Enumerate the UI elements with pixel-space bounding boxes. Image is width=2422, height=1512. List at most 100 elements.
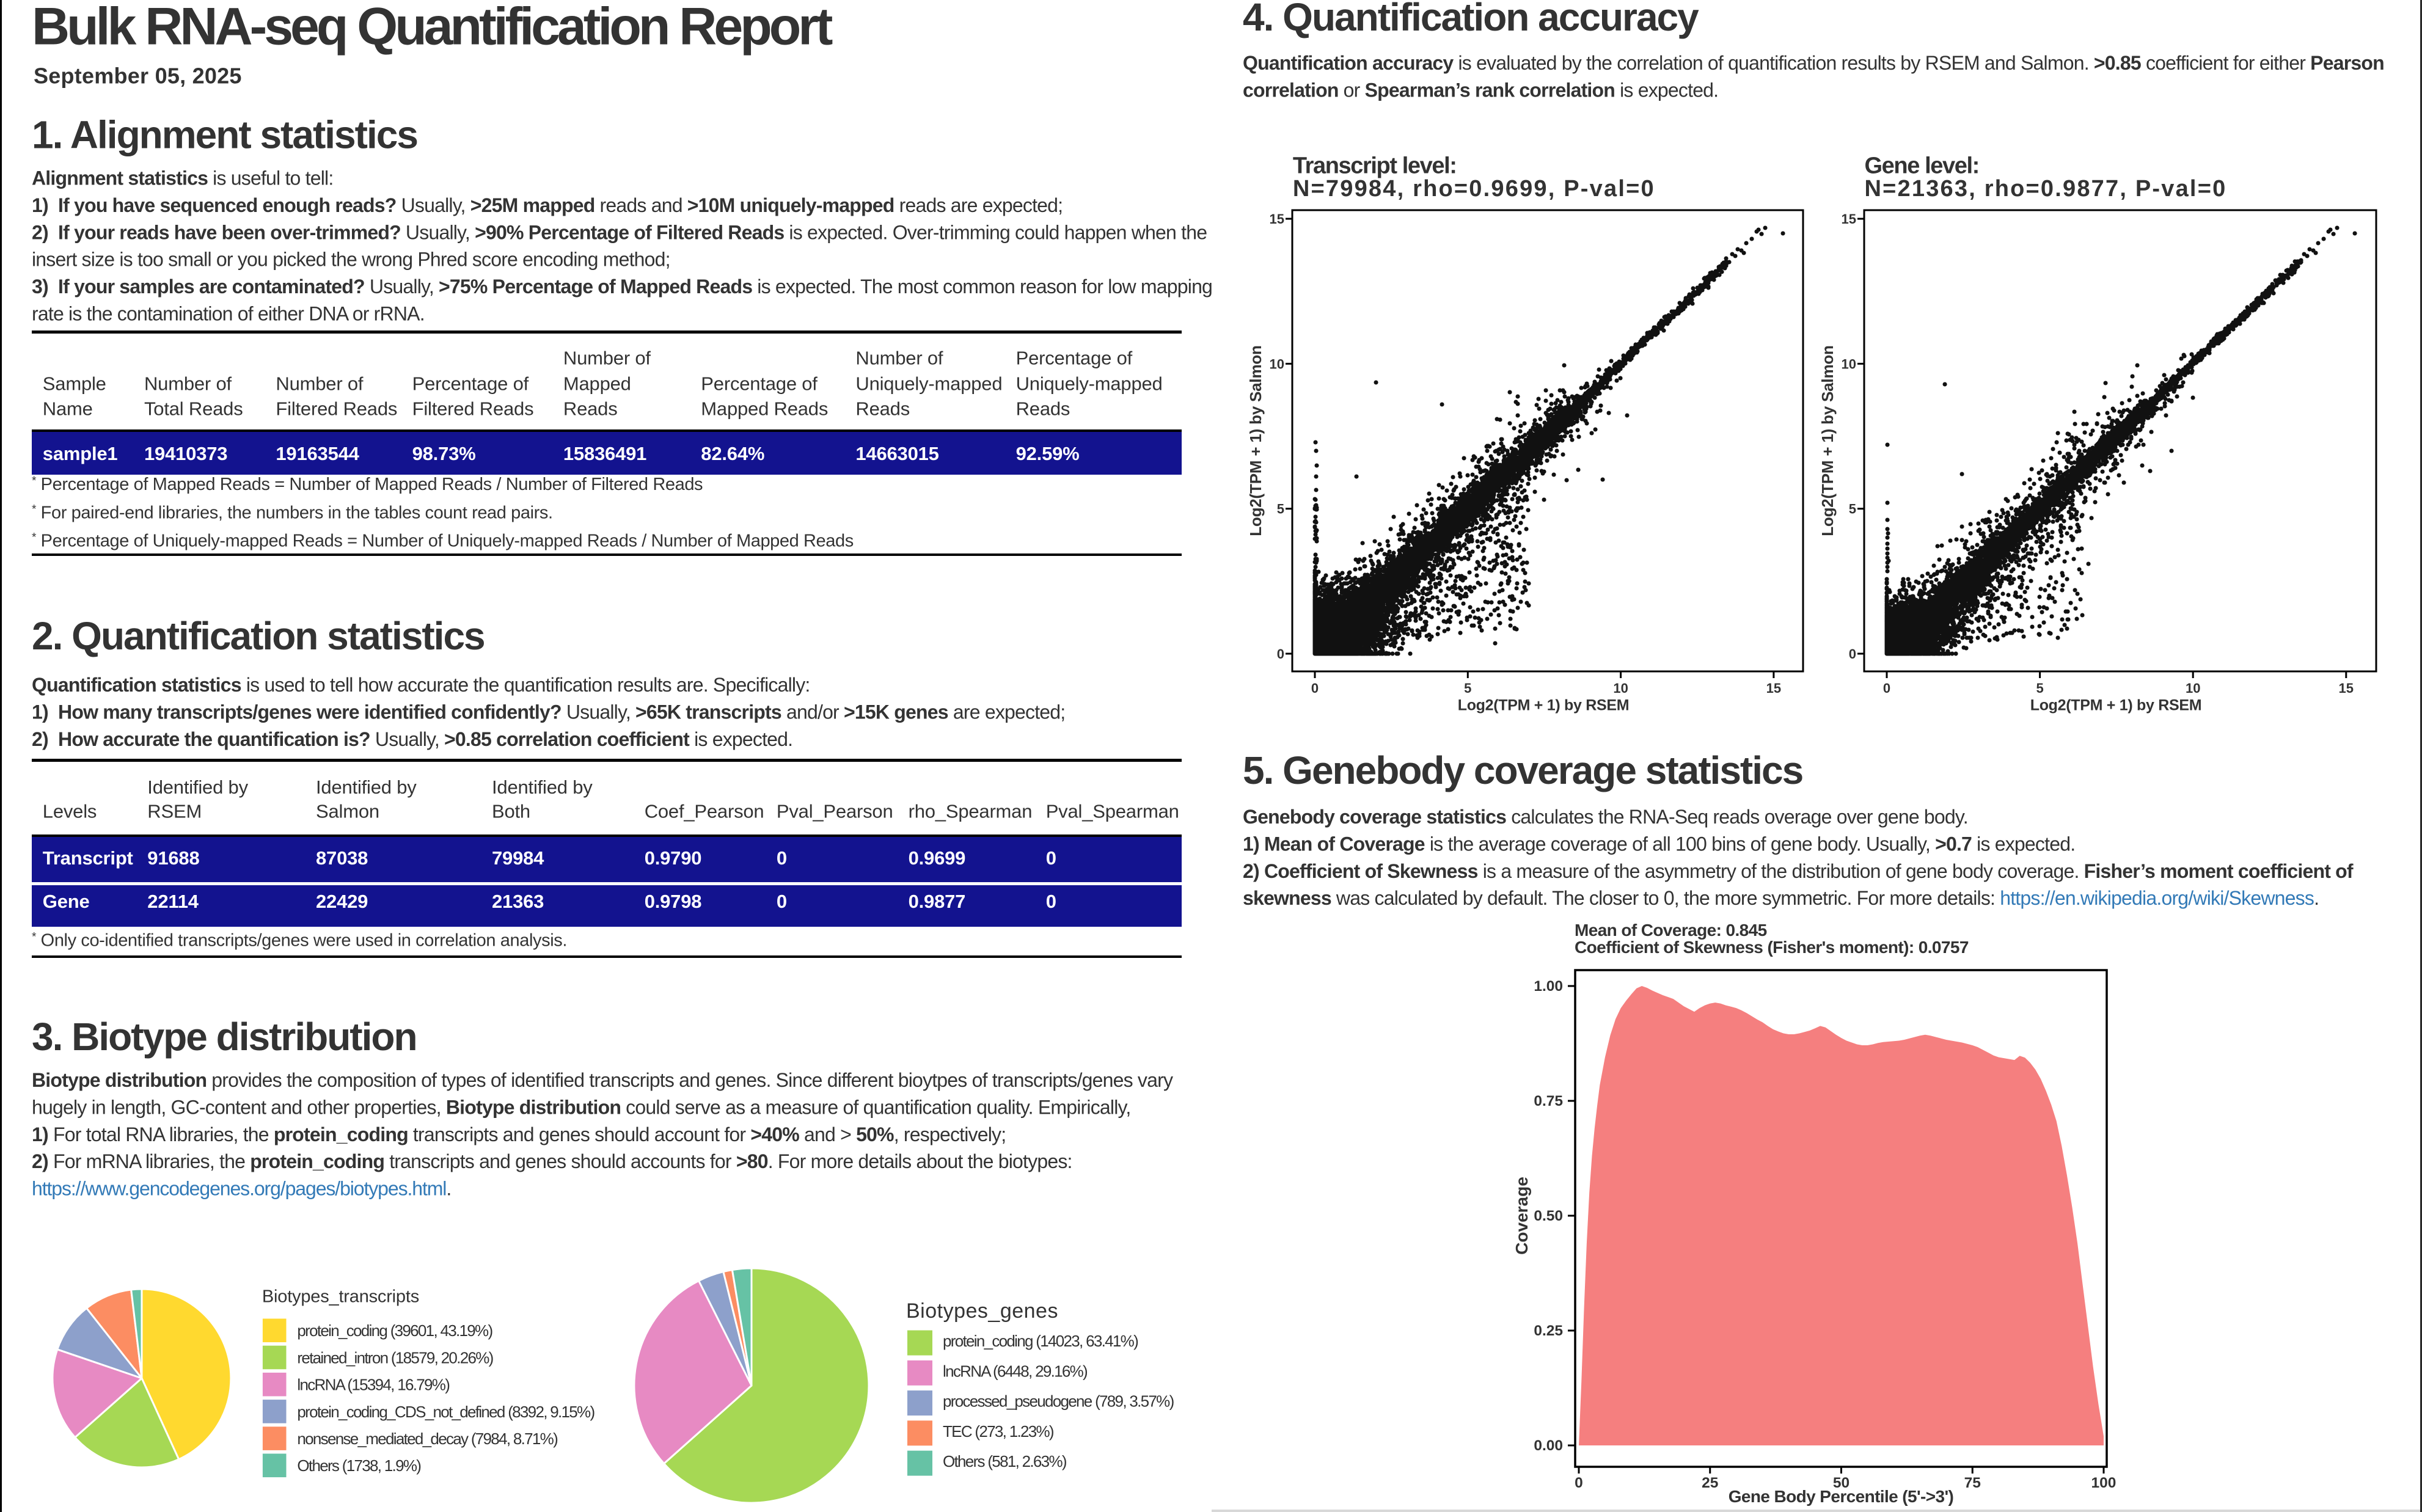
svg-text:2) If your reads have been ov: 2) If your reads have been over-trimmed?… bbox=[32, 221, 1207, 243]
svg-text:10: 10 bbox=[2186, 681, 2200, 696]
svg-text:22114: 22114 bbox=[147, 891, 199, 912]
svg-text:Biotype distribution provides: Biotype distribution provides the compos… bbox=[32, 1069, 1173, 1091]
svg-text:98.73%: 98.73% bbox=[412, 443, 476, 464]
svg-text:Pval_Pearson: Pval_Pearson bbox=[777, 801, 893, 822]
svg-text:4. Quantification accuracy: 4. Quantification accuracy bbox=[1243, 0, 1699, 39]
svg-text:Levels: Levels bbox=[43, 801, 97, 822]
svg-text:14663015: 14663015 bbox=[855, 443, 938, 464]
svg-text:Sample: Sample bbox=[43, 373, 106, 395]
svg-text:Log2(TPM + 1) by RSEM: Log2(TPM + 1) by RSEM bbox=[1458, 696, 1630, 714]
svg-text:N=21363, rho=0.9877, P-val=0: N=21363, rho=0.9877, P-val=0 bbox=[1865, 176, 2227, 202]
svg-text:1) For total RNA libraries, th: 1) For total RNA libraries, the protein_… bbox=[32, 1123, 1006, 1145]
svg-text:100: 100 bbox=[2091, 1475, 2117, 1491]
svg-text:0.9699: 0.9699 bbox=[909, 847, 966, 869]
svg-text:0: 0 bbox=[777, 847, 787, 869]
svg-text:Biotypes_transcripts: Biotypes_transcripts bbox=[262, 1287, 419, 1307]
svg-text:Others (1738, 1.9%): Others (1738, 1.9%) bbox=[297, 1456, 421, 1475]
svg-text:91688: 91688 bbox=[147, 847, 199, 869]
svg-text:Number of: Number of bbox=[855, 348, 943, 369]
svg-text:0: 0 bbox=[1849, 646, 1856, 662]
svg-text:92.59%: 92.59% bbox=[1016, 443, 1080, 464]
svg-text:N=79984, rho=0.9699, P-val=0: N=79984, rho=0.9699, P-val=0 bbox=[1293, 176, 1655, 202]
svg-text:Filtered Reads: Filtered Reads bbox=[412, 398, 534, 420]
svg-text:3. Biotype distribution: 3. Biotype distribution bbox=[32, 1015, 417, 1059]
svg-text:5: 5 bbox=[1464, 681, 1471, 696]
svg-text:0: 0 bbox=[1311, 681, 1319, 696]
svg-text:0.25: 0.25 bbox=[1534, 1323, 1563, 1339]
svg-text:Reads: Reads bbox=[1016, 398, 1070, 420]
svg-text:2) Coefficient of Skewness is: 2) Coefficient of Skewness is a measure … bbox=[1243, 860, 2354, 882]
svg-text:Log2(TPM + 1) by RSEM: Log2(TPM + 1) by RSEM bbox=[2030, 696, 2202, 714]
svg-text:75: 75 bbox=[1964, 1475, 1981, 1491]
svg-text:Number of: Number of bbox=[563, 348, 651, 369]
svg-text:protein_coding (14023, 63.41%): protein_coding (14023, 63.41%) bbox=[943, 1332, 1138, 1350]
svg-text:Identified by: Identified by bbox=[147, 776, 248, 798]
svg-text:Transcript: Transcript bbox=[43, 847, 133, 869]
svg-text:5. Genebody coverage statistic: 5. Genebody coverage statistics bbox=[1243, 748, 1802, 792]
svg-text:2) How accurate the quantific: 2) How accurate the quantification is? U… bbox=[32, 728, 792, 750]
svg-text:nonsense_mediated_decay (7984,: nonsense_mediated_decay (7984, 8.71%) bbox=[297, 1430, 558, 1448]
svg-text:15836491: 15836491 bbox=[563, 443, 646, 464]
svg-text:10: 10 bbox=[1270, 356, 1284, 371]
svg-text:September 05, 2025: September 05, 2025 bbox=[34, 64, 242, 89]
svg-text:Log2(TPM + 1) by Salmon: Log2(TPM + 1) by Salmon bbox=[1818, 345, 1837, 536]
svg-text:Bulk RNA-seq Quantification Re: Bulk RNA-seq Quantification Report bbox=[32, 0, 833, 56]
svg-text:* Percentage of Uniquely-mappe: * Percentage of Uniquely-mapped Reads = … bbox=[32, 531, 854, 551]
svg-text:Gene: Gene bbox=[43, 891, 90, 912]
svg-text:Reads: Reads bbox=[855, 398, 910, 420]
svg-text:0: 0 bbox=[1277, 646, 1284, 662]
svg-text:3) If your samples are contam: 3) If your samples are contaminated? Usu… bbox=[32, 276, 1212, 298]
svg-text:Genebody coverage statistics c: Genebody coverage statistics calculates … bbox=[1243, 806, 1968, 828]
svg-text:Name: Name bbox=[43, 398, 93, 420]
svg-text:Quantification statistics is u: Quantification statistics is used to tel… bbox=[32, 674, 810, 696]
svg-text:0.75: 0.75 bbox=[1534, 1093, 1563, 1109]
svg-text:50: 50 bbox=[1833, 1475, 1849, 1491]
svg-text:Number of: Number of bbox=[276, 373, 364, 395]
svg-text:skewness was calculated by def: skewness was calculated by default. The … bbox=[1243, 887, 2319, 909]
svg-text:RSEM: RSEM bbox=[147, 801, 202, 822]
svg-text:Gene level:: Gene level: bbox=[1865, 153, 1979, 179]
svg-text:5: 5 bbox=[2036, 681, 2043, 696]
svg-text:Mapped: Mapped bbox=[563, 373, 631, 395]
svg-text:0.50: 0.50 bbox=[1534, 1208, 1563, 1224]
svg-text:Number of: Number of bbox=[144, 373, 232, 395]
svg-text:Others (581, 2.63%): Others (581, 2.63%) bbox=[943, 1452, 1067, 1470]
svg-text:Mapped Reads: Mapped Reads bbox=[701, 398, 828, 420]
svg-text:1) How many transcripts/genes: 1) How many transcripts/genes were ident… bbox=[32, 701, 1065, 723]
svg-text:15: 15 bbox=[1842, 211, 1856, 227]
svg-text:rho_Spearman: rho_Spearman bbox=[909, 801, 1033, 822]
svg-text:Salmon: Salmon bbox=[316, 801, 379, 822]
svg-text:0: 0 bbox=[1575, 1475, 1583, 1491]
svg-text:1. Alignment statistics: 1. Alignment statistics bbox=[32, 113, 417, 157]
svg-text:1) Mean of Coverage is the ave: 1) Mean of Coverage is the average cover… bbox=[1243, 833, 2075, 855]
svg-text:0.9798: 0.9798 bbox=[645, 891, 702, 912]
svg-text:* For paired-end libraries, th: * For paired-end libraries, the numbers … bbox=[32, 503, 553, 522]
svg-text:Filtered Reads: Filtered Reads bbox=[276, 398, 397, 420]
svg-text:rate is the contamination of e: rate is the contamination of either DNA … bbox=[32, 303, 425, 325]
svg-text:15: 15 bbox=[1766, 681, 1781, 696]
svg-text:0: 0 bbox=[1883, 681, 1890, 696]
svg-text:Total Reads: Total Reads bbox=[144, 398, 243, 420]
svg-text:0.00: 0.00 bbox=[1534, 1437, 1563, 1454]
svg-text:10: 10 bbox=[1842, 356, 1856, 371]
svg-text:Identified by: Identified by bbox=[492, 776, 593, 798]
svg-text:Quantification accuracy is eva: Quantification accuracy is evaluated by … bbox=[1243, 52, 2384, 74]
svg-text:Uniquely-mapped: Uniquely-mapped bbox=[855, 373, 1002, 395]
svg-text:* Percentage of Mapped Reads =: * Percentage of Mapped Reads = Number of… bbox=[32, 475, 703, 494]
svg-text:Identified by: Identified by bbox=[316, 776, 417, 798]
svg-text:Transcript level:: Transcript level: bbox=[1293, 153, 1457, 179]
svg-text:processed_pseudogene (789, 3.5: processed_pseudogene (789, 3.57%) bbox=[943, 1392, 1174, 1411]
svg-text:10: 10 bbox=[1613, 681, 1628, 696]
svg-text:Uniquely-mapped: Uniquely-mapped bbox=[1016, 373, 1163, 395]
svg-text:1.00: 1.00 bbox=[1534, 978, 1563, 995]
svg-text:* Only co-identified transcrip: * Only co-identified transcripts/genes w… bbox=[32, 931, 567, 951]
svg-text:21363: 21363 bbox=[492, 891, 544, 912]
svg-text:Percentage of: Percentage of bbox=[412, 373, 529, 395]
svg-text:insert size is too small or yo: insert size is too small or you picked t… bbox=[32, 249, 670, 271]
svg-text:retained_intron (18579, 20.26%: retained_intron (18579, 20.26%) bbox=[297, 1348, 493, 1367]
svg-text:19410373: 19410373 bbox=[144, 443, 227, 464]
svg-text:15: 15 bbox=[1270, 211, 1284, 227]
svg-text:Coverage: Coverage bbox=[1512, 1177, 1531, 1255]
svg-text:Log2(TPM + 1) by Salmon: Log2(TPM + 1) by Salmon bbox=[1246, 345, 1265, 536]
svg-text:1) If you have sequenced enou: 1) If you have sequenced enough reads? U… bbox=[32, 194, 1063, 216]
